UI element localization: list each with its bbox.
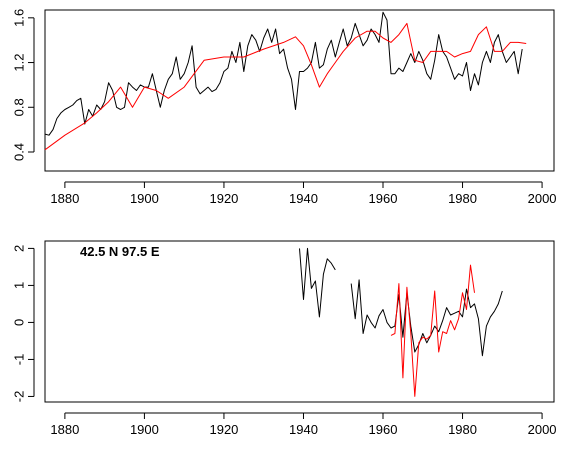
top-series-black-line bbox=[44, 11, 523, 136]
top-y-axis: 0.4 0.8 1.2 1.6 bbox=[12, 9, 35, 161]
bottom-y-tick-label: 1 bbox=[12, 282, 27, 289]
bottom-x-tick-label: 1900 bbox=[130, 422, 159, 437]
bottom-x-tick-label: 1960 bbox=[369, 422, 398, 437]
top-x-tick-label: 1940 bbox=[289, 191, 318, 206]
bottom-series-group bbox=[299, 247, 503, 397]
top-series-group bbox=[44, 11, 527, 151]
bottom-panel: 1880 1900 1920 1940 1960 1980 2000 -2 -1 0 1 2 42.… bbox=[12, 240, 557, 437]
location-annotation: 42.5 N 97.5 E bbox=[80, 244, 160, 259]
bottom-x-tick-label: 1980 bbox=[448, 422, 477, 437]
bottom-y-tick-label: 2 bbox=[12, 245, 27, 252]
bottom-series-black-line bbox=[299, 247, 503, 357]
top-x-axis: 1880 1900 1920 1940 1960 1980 2000 bbox=[50, 181, 557, 206]
bottom-series-red-line bbox=[390, 264, 475, 397]
bottom-x-tick-label: 2000 bbox=[528, 422, 557, 437]
bottom-x-tick-label: 1940 bbox=[289, 422, 318, 437]
top-plot-frame bbox=[44, 9, 555, 172]
top-panel: 1880 1900 1920 1940 1960 1980 2000 0.4 0.8 1.2 1.… bbox=[12, 9, 557, 206]
top-x-tick-label: 1880 bbox=[50, 191, 79, 206]
top-y-tick-label: 1.2 bbox=[12, 54, 27, 72]
top-x-tick-label: 2000 bbox=[528, 191, 557, 206]
top-series-red-line bbox=[44, 22, 527, 151]
bottom-y-tick-label: -2 bbox=[12, 391, 27, 403]
bottom-y-tick-label: 0 bbox=[12, 319, 27, 326]
bottom-y-axis: -2 -1 0 1 2 bbox=[12, 245, 35, 402]
top-y-tick-label: 0.4 bbox=[12, 143, 27, 161]
bottom-y-tick-label: -1 bbox=[12, 354, 27, 366]
top-x-tick-label: 1920 bbox=[209, 191, 238, 206]
bottom-plot-frame bbox=[44, 240, 555, 403]
top-y-tick-label: 1.6 bbox=[12, 9, 27, 27]
top-x-tick-label: 1900 bbox=[130, 191, 159, 206]
top-x-tick-label: 1980 bbox=[448, 191, 477, 206]
bottom-x-tick-label: 1920 bbox=[209, 422, 238, 437]
top-x-tick-label: 1960 bbox=[369, 191, 398, 206]
top-y-tick-label: 0.8 bbox=[12, 98, 27, 116]
bottom-x-tick-label: 1880 bbox=[50, 422, 79, 437]
bottom-x-axis: 1880 1900 1920 1940 1960 1980 2000 bbox=[50, 412, 557, 437]
